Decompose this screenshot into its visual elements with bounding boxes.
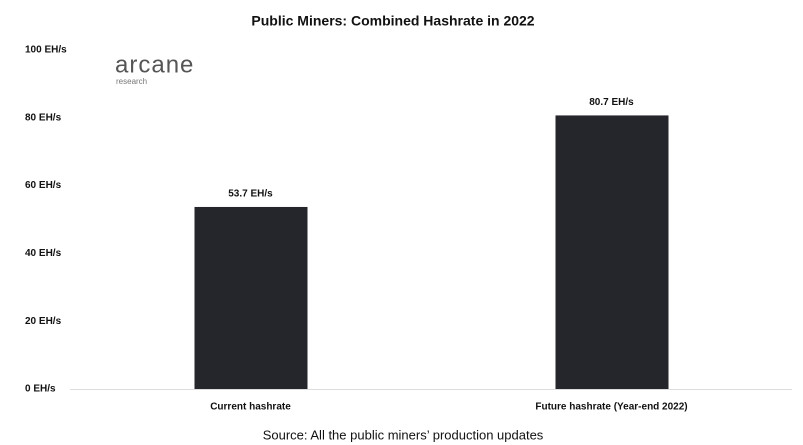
y-tick-label: 100 EH/s — [25, 45, 67, 56]
y-tick-label: 0 EH/s — [25, 384, 56, 395]
chart-title: Public Miners: Combined Hashrate in 2022 — [251, 13, 534, 29]
y-tick-label: 60 EH/s — [25, 180, 62, 191]
logo-name: arcane — [115, 51, 194, 78]
logo-subname: research — [116, 77, 147, 86]
value-label: 53.7 EH/s — [228, 189, 273, 200]
x-tick-label: Current hashrate — [210, 402, 291, 413]
y-tick-label: 80 EH/s — [25, 112, 62, 123]
y-tick-label: 20 EH/s — [25, 316, 62, 327]
bar — [194, 206, 308, 389]
y-tick-label: 40 EH/s — [25, 248, 62, 259]
source: Source: All the public miners’ productio… — [263, 427, 544, 442]
value-label: 80.7 EH/s — [589, 97, 634, 108]
bar — [555, 115, 669, 389]
x-tick-label: Future hashrate (Year-end 2022) — [535, 402, 687, 413]
